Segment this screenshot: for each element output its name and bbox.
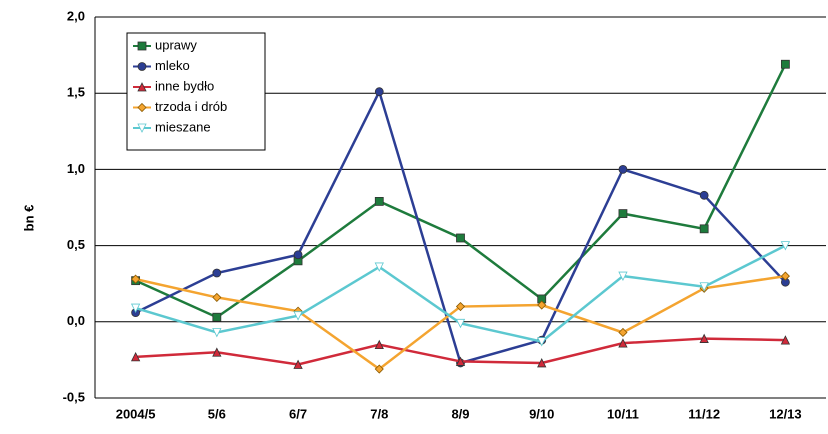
data-point — [780, 59, 790, 69]
data-point — [374, 87, 384, 97]
x-tick-label: 5/6 — [208, 406, 226, 421]
data-point — [130, 351, 141, 362]
data-point — [780, 271, 790, 281]
legend-marker — [137, 102, 147, 113]
data-point — [618, 209, 628, 218]
data-point — [780, 335, 791, 345]
data-point — [699, 190, 709, 200]
data-point — [212, 292, 222, 302]
legend-label: uprawy — [155, 37, 197, 52]
legend-label: mieszane — [155, 119, 211, 134]
data-point — [455, 301, 466, 312]
data-point — [456, 233, 465, 243]
x-tick-label: 8/9 — [451, 406, 469, 421]
data-point — [374, 364, 384, 374]
data-point — [537, 300, 547, 310]
x-tick-label: 7/8 — [370, 406, 388, 421]
legend-box — [126, 32, 266, 151]
y-tick-label: 0,0 — [67, 313, 85, 328]
y-tick-label: 0,5 — [67, 237, 85, 252]
data-point — [618, 164, 628, 174]
data-point — [293, 359, 303, 369]
data-point — [618, 338, 628, 348]
data-point — [618, 327, 628, 338]
data-point — [455, 318, 466, 329]
data-point — [537, 337, 547, 347]
legend-label: trzoda i drób — [155, 99, 227, 114]
x-tick-label: 10/11 — [607, 406, 639, 421]
x-tick-label: 9/10 — [529, 406, 554, 421]
data-point — [293, 250, 303, 260]
x-tick-label: 6/7 — [289, 406, 307, 421]
y-tick-label: 2,0 — [67, 8, 85, 23]
legend-marker — [137, 62, 147, 71]
data-point — [537, 358, 547, 368]
data-point — [618, 271, 628, 281]
y-tick-label: -0,5 — [63, 389, 85, 404]
data-point — [699, 282, 709, 292]
legend: uprawy mleko inne bydło trzoda i drób miesza… — [126, 32, 266, 151]
data-point — [455, 356, 466, 366]
x-tick-label: 2004/5 — [116, 406, 156, 421]
y-tick-label: 1,5 — [67, 85, 85, 100]
data-point — [699, 333, 709, 343]
legend-marker — [137, 82, 147, 92]
legend-marker — [137, 123, 147, 133]
data-point — [780, 241, 791, 251]
x-tick-label: 12/13 — [769, 406, 802, 421]
legend-label: mleko — [155, 58, 190, 73]
data-point — [212, 312, 222, 322]
x-tick-label: 11/12 — [688, 406, 720, 421]
data-point — [130, 303, 141, 313]
data-point — [212, 347, 222, 357]
legend-label: inne bydło — [155, 78, 214, 93]
data-point — [374, 262, 384, 272]
legend-marker — [137, 41, 147, 51]
data-point — [293, 311, 303, 321]
data-point — [374, 197, 384, 206]
y-tick-label: 1,0 — [67, 161, 85, 176]
data-point — [212, 268, 222, 278]
data-point — [699, 224, 709, 234]
data-point — [212, 328, 222, 338]
y-axis-label: bn € — [21, 205, 36, 232]
data-point — [374, 339, 384, 350]
data-point — [131, 274, 141, 284]
